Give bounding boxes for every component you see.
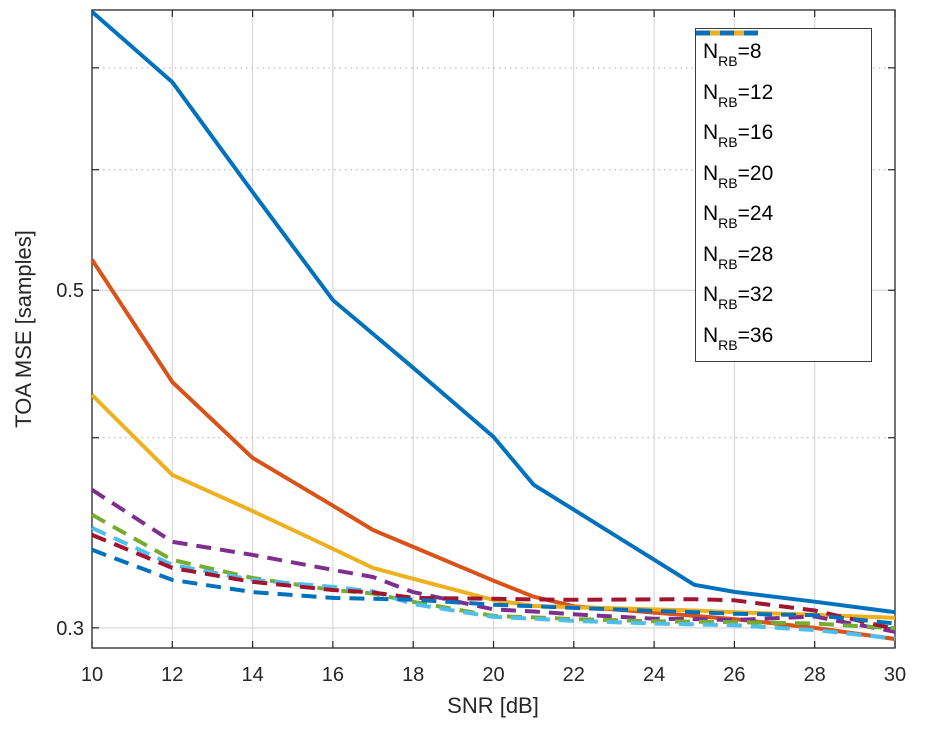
series-line-n-rb-16	[90, 393, 896, 620]
x-tick-label: 26	[723, 664, 745, 686]
series-line-n-rb-20	[90, 488, 896, 634]
series-line-n-rb-8	[90, 10, 896, 615]
legend-item: NRB=20	[696, 30, 871, 195]
legend-label: NRB=32	[703, 283, 774, 313]
x-tick-label: 18	[402, 664, 424, 686]
tick-label-layer: 10 12 14 16 18 20 22 24 26 28 30 0.5 0.3	[56, 280, 906, 686]
series-line-n-rb-36	[91, 547, 896, 626]
legend-item: NRB=24	[696, 30, 871, 235]
legend-item: NRB=28	[696, 30, 871, 276]
x-tick-label: 14	[241, 664, 263, 686]
legend-label-subscript: RB	[718, 174, 738, 191]
x-axis-label: SNR [dB]	[447, 693, 539, 718]
legend-item: NRB=32	[696, 30, 871, 316]
legend-item: NRB=36	[696, 30, 871, 357]
legend-label-subscript: RB	[718, 53, 738, 70]
legend-label: NRB=20	[703, 161, 774, 191]
legend-label-subscript: RB	[718, 255, 738, 272]
x-tick-label: 12	[161, 664, 183, 686]
legend-label: NRB=36	[703, 323, 774, 353]
x-tick-label: 16	[322, 664, 344, 686]
legend-item: NRB=12	[696, 30, 871, 114]
legend-label-subscript: RB	[718, 336, 738, 353]
y-axis-label: TOA MSE [samples]	[11, 230, 36, 428]
x-tick-label: 20	[482, 664, 504, 686]
legend-label: NRB=12	[703, 80, 774, 110]
series-layer	[90, 10, 896, 641]
series-line-n-rb-28	[91, 526, 896, 641]
legend-label-subscript: RB	[718, 215, 738, 232]
x-tick-label: 28	[804, 664, 826, 686]
x-tick-label: 10	[81, 664, 103, 686]
x-tick-label: 30	[884, 664, 906, 686]
x-tick-label: 24	[643, 664, 665, 686]
legend-label: NRB=28	[703, 242, 774, 272]
legend-label-subscript: RB	[718, 134, 738, 151]
legend-label: NRB=16	[703, 121, 774, 151]
legend-item: NRB=16	[696, 30, 871, 154]
legend-label-subscript: RB	[718, 93, 738, 110]
y-tick-label: 0.5	[56, 280, 84, 302]
x-tick-label: 22	[563, 664, 585, 686]
legend-label: NRB=24	[703, 202, 774, 232]
series-line-n-rb-32	[91, 533, 896, 631]
axis-layer	[91, 9, 896, 649]
legend-line-sample	[696, 30, 758, 36]
legend: NRB=8 NRB=12 NRB=16 NRB=20 NRB=24 NRB=28 NRB=3…	[695, 28, 872, 362]
legend-label: NRB=8	[703, 40, 762, 70]
legend-label-subscript: RB	[718, 296, 738, 313]
y-tick-label: 0.3	[56, 618, 84, 640]
legend-item: NRB=8	[696, 30, 871, 73]
